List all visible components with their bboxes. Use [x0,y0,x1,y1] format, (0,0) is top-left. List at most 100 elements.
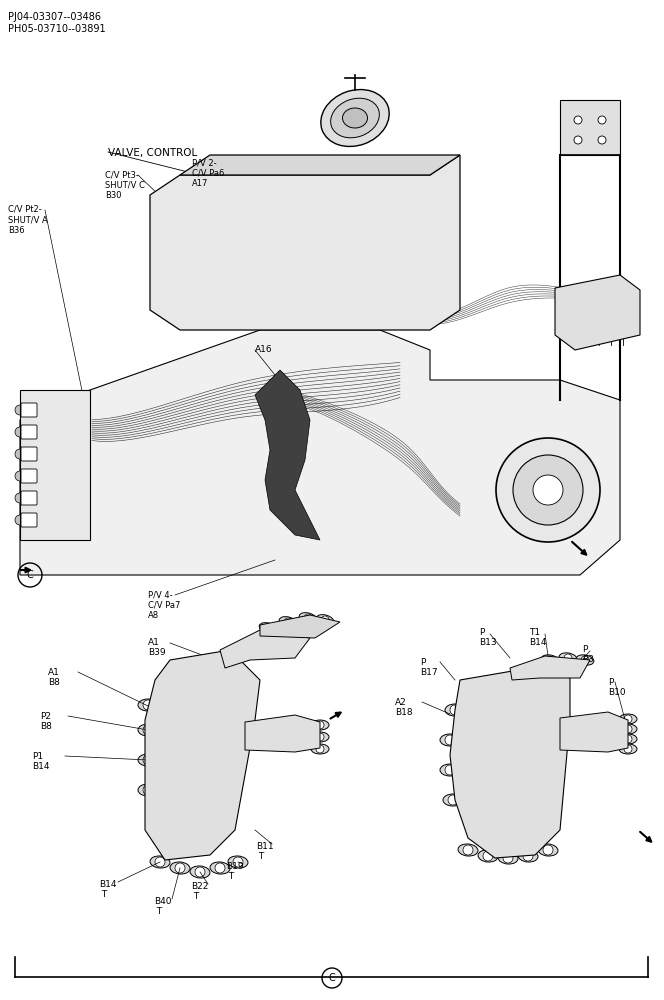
FancyBboxPatch shape [21,513,37,527]
Circle shape [581,656,589,664]
Circle shape [483,851,493,861]
Circle shape [316,721,324,729]
Polygon shape [245,715,320,752]
Circle shape [143,785,153,795]
Ellipse shape [228,856,248,868]
Text: P
B17: P B17 [420,658,438,677]
Ellipse shape [619,714,637,724]
Text: B19
 T: B19 T [226,862,244,881]
Text: P1
B14: P1 B14 [32,752,50,771]
Text: P/V 4-
C/V Pa7
A8: P/V 4- C/V Pa7 A8 [148,590,181,620]
Circle shape [503,853,513,863]
Circle shape [513,455,583,525]
Polygon shape [220,630,310,668]
Circle shape [15,405,25,415]
Circle shape [572,315,578,321]
Ellipse shape [445,704,465,716]
Text: A1
B39: A1 B39 [148,638,165,657]
Circle shape [143,755,153,765]
Circle shape [15,493,25,503]
Text: B11
 T: B11 T [256,842,274,861]
FancyBboxPatch shape [21,403,37,417]
Circle shape [284,618,292,626]
Ellipse shape [619,744,637,754]
Circle shape [574,116,582,124]
Circle shape [256,196,264,204]
Ellipse shape [170,862,190,874]
Circle shape [195,867,205,877]
Circle shape [543,845,553,855]
Ellipse shape [538,844,558,856]
Ellipse shape [619,734,637,744]
Ellipse shape [316,615,334,625]
Text: B14
 T: B14 T [99,880,117,899]
Polygon shape [20,330,620,575]
Ellipse shape [440,764,460,776]
Ellipse shape [138,699,158,711]
Ellipse shape [343,108,367,128]
Circle shape [143,700,153,710]
Circle shape [496,438,600,542]
Ellipse shape [138,724,158,736]
Text: P
B10: P B10 [608,678,625,697]
Circle shape [312,192,328,208]
Ellipse shape [518,850,538,862]
Polygon shape [510,656,590,680]
Circle shape [316,733,324,741]
Ellipse shape [299,613,317,623]
Circle shape [321,616,329,624]
Circle shape [624,725,632,733]
Circle shape [15,427,25,437]
Circle shape [192,192,208,208]
Text: C: C [27,570,33,580]
Text: P2
B8: P2 B8 [40,712,52,731]
Text: P/V 2-
C/V Pa6
A17: P/V 2- C/V Pa6 A17 [192,158,224,188]
Circle shape [196,196,204,204]
Ellipse shape [311,720,329,730]
Circle shape [215,863,225,873]
Circle shape [15,471,25,481]
Ellipse shape [150,856,170,868]
Polygon shape [450,668,570,858]
Ellipse shape [311,732,329,742]
Circle shape [304,614,312,622]
Circle shape [624,715,632,723]
Circle shape [564,654,572,662]
FancyBboxPatch shape [21,469,37,483]
Text: C/V Pt3-
SHUT/V C
B30: C/V Pt3- SHUT/V C B30 [105,170,145,200]
Text: VALVE, CONTROL: VALVE, CONTROL [108,148,197,158]
Circle shape [445,765,455,775]
Text: P
B13: P B13 [479,628,497,647]
Circle shape [175,863,185,873]
Ellipse shape [619,724,637,734]
Polygon shape [560,712,628,752]
Ellipse shape [138,784,158,796]
Circle shape [620,315,626,321]
Circle shape [624,735,632,743]
Ellipse shape [210,862,230,874]
Polygon shape [260,615,340,638]
FancyBboxPatch shape [21,447,37,461]
Polygon shape [145,650,260,860]
Ellipse shape [279,617,297,627]
Text: B22
 T: B22 T [191,882,208,901]
Circle shape [264,624,272,632]
Ellipse shape [559,653,577,663]
Text: T1
B14: T1 B14 [529,628,546,647]
Ellipse shape [190,866,210,878]
Text: A2
B18: A2 B18 [395,698,412,717]
Circle shape [624,745,632,753]
Text: C: C [329,973,335,983]
Ellipse shape [458,844,478,856]
FancyBboxPatch shape [21,491,37,505]
Circle shape [533,475,563,505]
Text: P
B3: P B3 [582,645,594,664]
Polygon shape [180,155,460,175]
Ellipse shape [576,655,594,665]
Ellipse shape [478,850,498,862]
Circle shape [608,315,614,321]
Ellipse shape [498,852,518,864]
Circle shape [463,845,473,855]
Circle shape [546,656,554,664]
Ellipse shape [443,794,463,806]
